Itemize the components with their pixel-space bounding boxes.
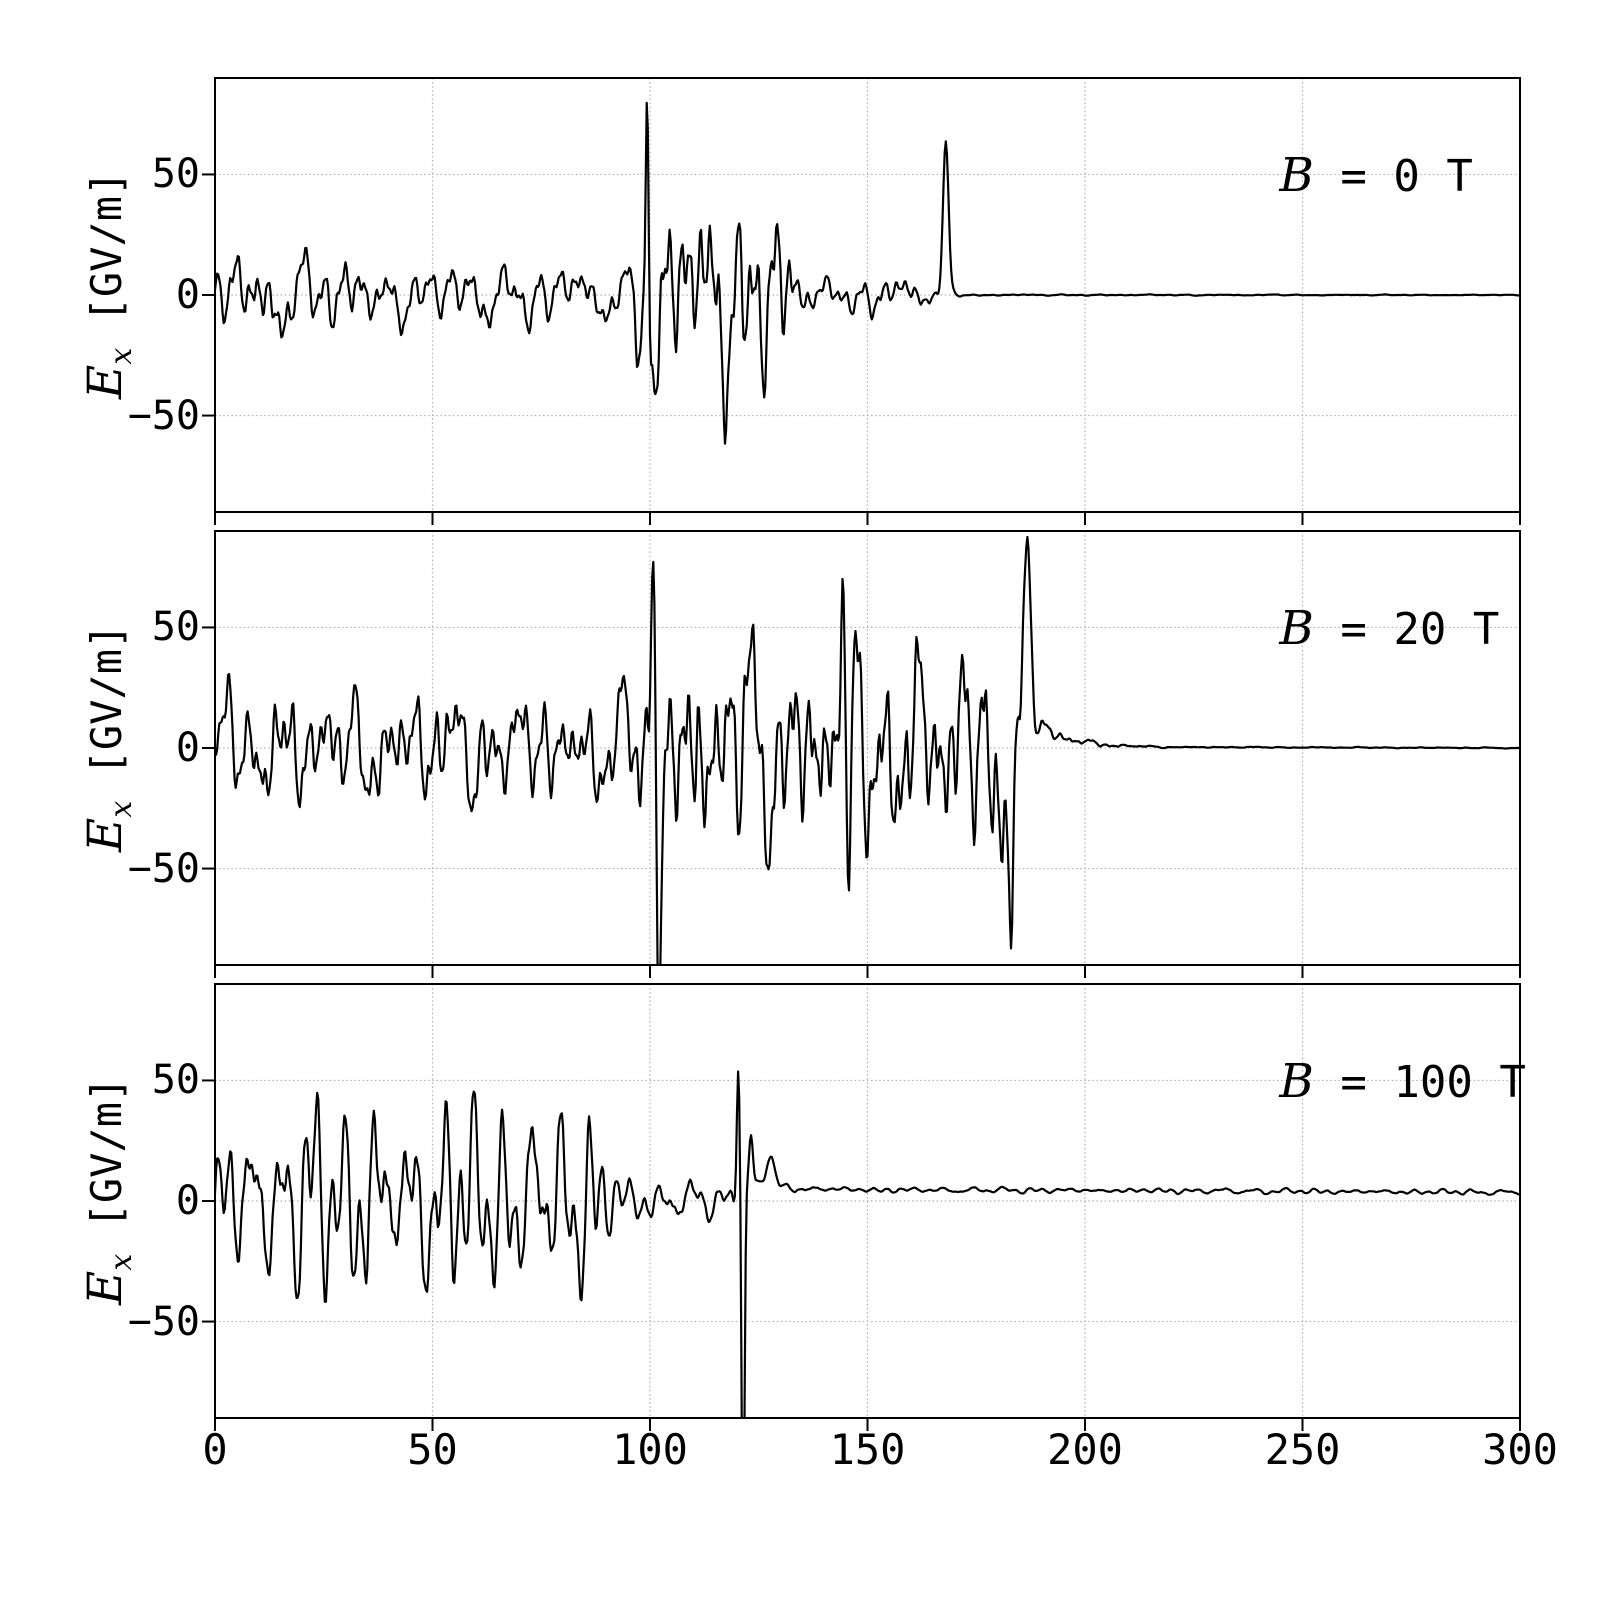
x-tick-label: 250	[1264, 1425, 1341, 1474]
y-axis-subscript: x	[104, 800, 139, 818]
annotation-value: = 100 T	[1313, 1057, 1526, 1108]
annotation-b-100t: B = 100 T	[1259, 998, 1526, 1176]
y-axis-label-panel-2: Ex [GV/m]	[16, 984, 139, 1418]
trace-line-panel-2	[215, 1070, 1520, 1418]
x-tick-label: 300	[1482, 1425, 1558, 1474]
y-tick-label: 50	[151, 604, 200, 651]
x-tick-label: 100	[612, 1425, 688, 1474]
y-tick-label: −50	[127, 845, 200, 892]
x-tick-label: 0	[202, 1425, 228, 1474]
trace-line-panel-1	[215, 535, 1520, 965]
y-tick-label: 50	[151, 1057, 200, 1104]
annotation-variable: B	[1279, 1054, 1314, 1109]
x-tick-label: 50	[407, 1425, 458, 1474]
annotation-variable: B	[1279, 148, 1314, 203]
y-axis-subscript: x	[104, 347, 139, 365]
annotation-b-20t: B = 20 T	[1259, 545, 1499, 723]
y-tick-label: −50	[127, 392, 200, 439]
x-tick-label: 200	[1047, 1425, 1123, 1474]
y-tick-label: 50	[151, 151, 200, 198]
annotation-value: = 0 T	[1313, 151, 1473, 202]
y-tick-label: 0	[175, 725, 200, 771]
y-tick-label: 0	[175, 1178, 200, 1224]
annotation-b-0t: B = 0 T	[1259, 92, 1473, 270]
y-axis-label-panel-0: Ex [GV/m]	[16, 78, 139, 512]
y-axis-label-panel-1: Ex [GV/m]	[16, 531, 139, 965]
y-tick-label: −50	[127, 1298, 200, 1345]
y-tick-label: 0	[175, 272, 200, 318]
x-tick-label: 150	[829, 1425, 906, 1474]
y-axis-subscript: x	[104, 1253, 139, 1271]
annotation-value: = 20 T	[1313, 604, 1500, 655]
trace-line-panel-0	[215, 101, 1520, 445]
annotation-variable: B	[1279, 601, 1314, 656]
